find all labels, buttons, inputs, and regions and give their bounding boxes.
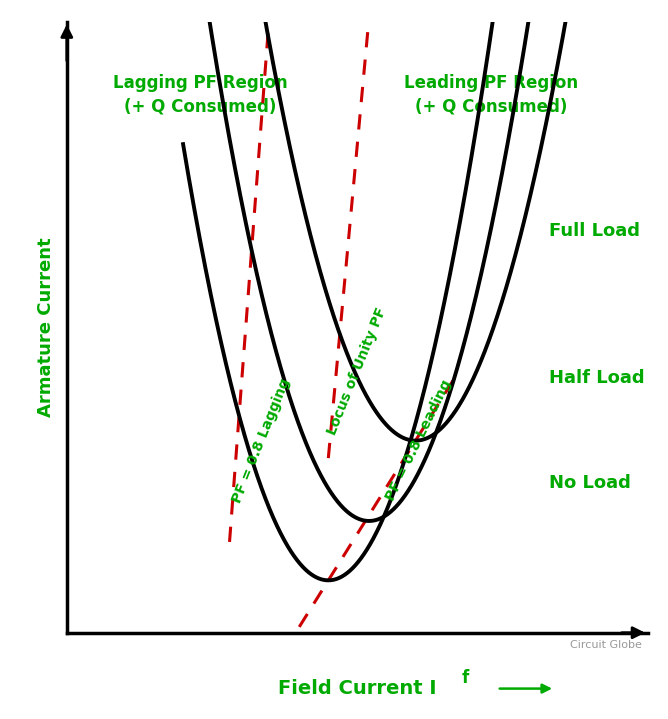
Text: PF = 0.8 Lagging: PF = 0.8 Lagging	[230, 376, 293, 505]
Text: Locus of Unity PF: Locus of Unity PF	[325, 305, 389, 436]
Text: Half Load: Half Load	[549, 369, 645, 387]
Text: PF = 0.8 Leading: PF = 0.8 Leading	[383, 378, 454, 503]
Text: Leading PF Region
(+ Q Consumed): Leading PF Region (+ Q Consumed)	[404, 74, 578, 116]
Text: f: f	[462, 669, 468, 687]
Text: Full Load: Full Load	[549, 222, 640, 240]
Text: Circuit Globe: Circuit Globe	[570, 640, 642, 650]
Text: Lagging PF Region
(+ Q Consumed): Lagging PF Region (+ Q Consumed)	[113, 74, 288, 116]
Text: Field Current I: Field Current I	[278, 679, 437, 698]
Text: No Load: No Load	[549, 474, 631, 492]
Text: Armature Current: Armature Current	[37, 237, 55, 417]
